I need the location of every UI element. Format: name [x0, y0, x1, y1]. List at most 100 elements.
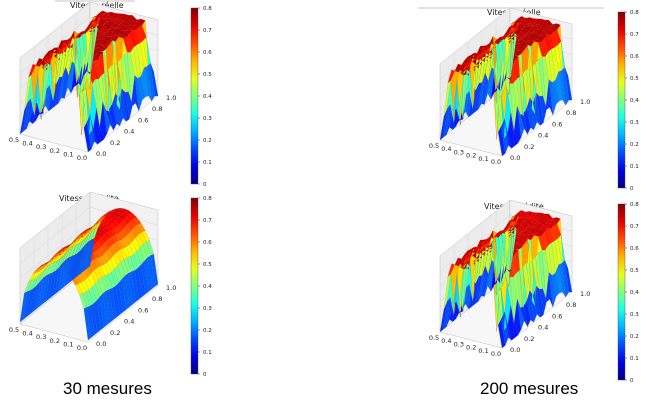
surface-cell [109, 287, 117, 320]
colorbar-tick-label: 0 [203, 372, 207, 378]
y-tick-label: 0.6 [138, 306, 148, 314]
surface-cell [513, 105, 522, 144]
y-tick-label: 0.8 [566, 301, 576, 309]
x-tick-label: 0.5 [9, 136, 19, 144]
colorbar-tick-label: 0.6 [630, 54, 639, 60]
surface-cell [83, 306, 92, 341]
x-tick-label: 0.1 [63, 340, 73, 348]
colorbar-tick-label: 0.7 [630, 32, 639, 38]
colorbar-tick-label: 0.4 [630, 98, 639, 104]
caption-200: 200 mesures [480, 379, 579, 398]
top-divider-left [55, 0, 135, 2]
colorbar-tick-label: 0.2 [630, 334, 639, 340]
x-tick-label: 0.3 [36, 333, 46, 341]
x-tick-label: 0.2 [50, 337, 60, 345]
surface-cell [526, 290, 534, 323]
surface-cell [99, 101, 108, 140]
y-tick-label: 1.0 [166, 284, 176, 292]
x-tick-label: 0.0 [491, 350, 501, 358]
surface-cell [548, 79, 557, 116]
y-tick-label: 0.0 [510, 154, 520, 162]
caption-30: 30 mesures [63, 379, 152, 398]
colorbar [190, 7, 199, 185]
x-tick-label: 0.4 [441, 337, 451, 345]
colorbar-tick-label: 0.5 [203, 72, 212, 78]
surface-cell [536, 285, 544, 318]
surface-cell [99, 293, 108, 328]
panel-pred-30: Vitesse prédite 0.00.10.20.30.40.50.00.2… [0, 190, 260, 382]
surface-cell [121, 275, 130, 310]
surface-cell [144, 65, 152, 102]
y-tick-label: 0.0 [96, 150, 106, 158]
surface-cell [526, 97, 534, 131]
surface-cell [552, 272, 560, 297]
y-tick-label: 0.8 [152, 105, 162, 113]
plot-area: 0.00.10.20.30.40.50.00.20.40.60.81.0 [9, 1, 176, 162]
surface-cell [150, 63, 159, 97]
surface-cell [539, 95, 547, 123]
surface-cell [140, 260, 149, 295]
x-tick-label: 0.3 [36, 143, 46, 151]
surface-plot: 0.00.10.20.30.40.50.00.20.40.60.81.000.1… [429, 7, 639, 192]
colorbar [617, 11, 626, 189]
y-tick-label: 1.0 [166, 94, 176, 102]
x-tick-label: 0.1 [478, 155, 488, 163]
colorbar-tick-label: 0.5 [203, 262, 212, 268]
panel-pred-200: Vitesse prédite 0.00.10.20.30.40.50.00.2… [420, 196, 656, 382]
y-tick-label: 0.2 [110, 329, 120, 337]
colorbar-tick-label: 0.3 [203, 116, 212, 122]
y-tick-label: 0.6 [552, 312, 562, 320]
surface-cell [520, 112, 528, 135]
colorbar-tick-label: 0.2 [203, 328, 212, 334]
surface-cell [564, 260, 573, 293]
surface-cell [536, 92, 544, 126]
x-tick-label: 0.5 [429, 142, 439, 150]
x-tick-label: 0.0 [491, 158, 501, 166]
surface-cell [93, 108, 101, 145]
surface-cell [118, 278, 127, 313]
surface-cell [115, 282, 124, 315]
x-tick-label: 0.0 [77, 344, 87, 352]
y-tick-label: 0.2 [524, 143, 534, 151]
x-tick-label: 0.2 [50, 147, 60, 155]
colorbar-tick-label: 0.2 [203, 138, 212, 144]
surface-cell [109, 103, 117, 131]
y-tick-label: 0.2 [110, 139, 120, 147]
colorbar-tick-label: 0.7 [630, 224, 639, 230]
surface-cell [529, 290, 538, 323]
y-tick-label: 0.2 [524, 335, 534, 343]
colorbar-tick-label: 0 [630, 186, 634, 192]
x-tick-label: 0.5 [429, 334, 439, 342]
surface-cell [504, 311, 512, 341]
colorbar-tick-label: 0.7 [203, 28, 212, 34]
surface-cell [93, 300, 101, 333]
x-tick-label: 0.2 [466, 152, 476, 160]
x-tick-label: 0.0 [77, 154, 87, 162]
colorbar-tick-label: 0.5 [630, 268, 639, 274]
y-tick-label: 0.4 [538, 324, 548, 332]
surface-cell [520, 305, 528, 327]
x-tick-label: 0.3 [454, 148, 464, 156]
colorbar-tick-label: 0.3 [630, 120, 639, 126]
surface-cell [134, 267, 143, 300]
surface-cell [564, 67, 573, 101]
colorbar-tick-label: 0.8 [630, 10, 639, 16]
surface-cell [555, 71, 563, 102]
panel-real-30: Vitesse réelle 0.0 0.1 0.2 0.3 0.4 0.5 0.0 0.2 0… [0, 0, 260, 192]
colorbar-tick-label: 0.4 [203, 94, 212, 100]
surface-cell [134, 74, 143, 112]
y-tick-label: 1.0 [580, 98, 590, 106]
colorbar-tick-label: 0.6 [203, 50, 212, 56]
colorbar-tick-label: 0.1 [630, 164, 639, 170]
y-tick-label: 0.6 [552, 120, 562, 128]
x-tick-label: 0.3 [454, 340, 464, 348]
colorbar-tick-label: 0.3 [630, 312, 639, 318]
surface-cell [144, 257, 152, 292]
x-tick-label: 0.4 [22, 140, 32, 148]
y-tick-label: 0.4 [124, 318, 134, 326]
colorbar-tick-label: 0.2 [630, 142, 639, 148]
plot-area: 0.00.10.20.30.40.50.00.20.40.60.81.0 [429, 7, 590, 166]
surface-plot: 0.00.10.20.30.40.50.00.20.40.60.81.000.1… [9, 1, 212, 188]
y-tick-label: 0.8 [566, 109, 576, 117]
surface-cell [529, 97, 538, 130]
